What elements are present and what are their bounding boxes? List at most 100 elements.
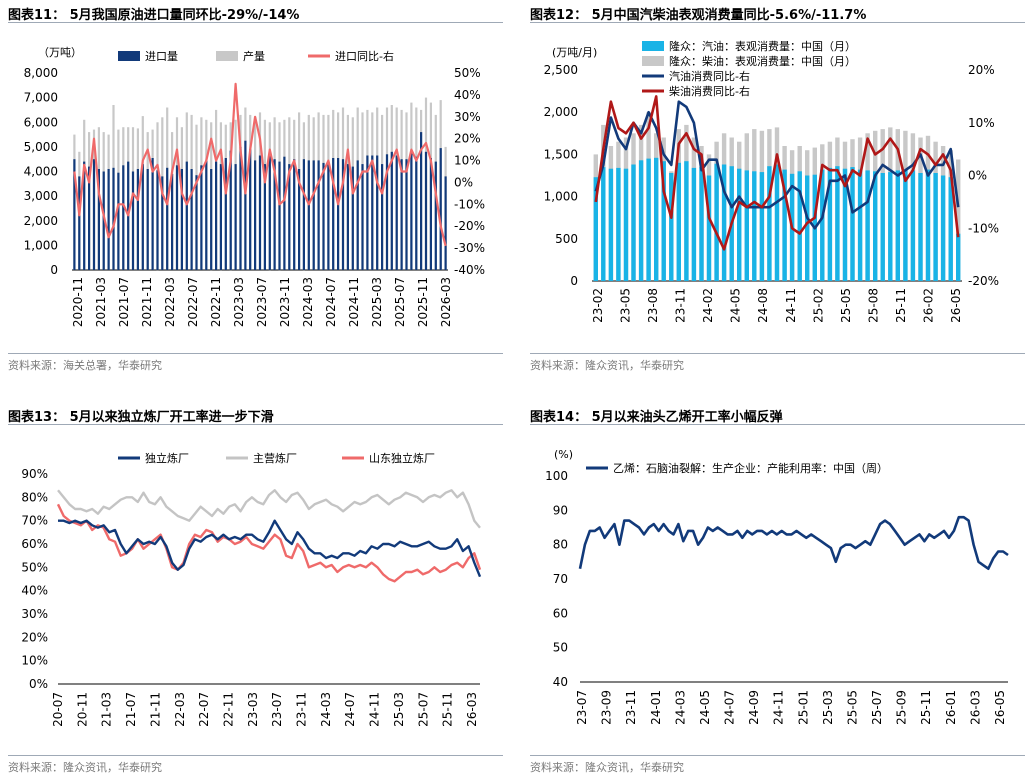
panel-title: 图表14： 5月以来油头乙烯开工率小幅反弹 (530, 410, 783, 425)
x-tick-label: 24-07 (723, 690, 737, 725)
y-left-tick-label: 1,000 (24, 238, 58, 252)
y-unit-label: （万吨） (38, 46, 82, 59)
bar-gasoline-consumption (593, 177, 598, 281)
bar-gasoline-consumption (752, 171, 757, 281)
y-tick-label: 60% (21, 537, 48, 551)
y-tick-label: 90% (21, 467, 48, 481)
x-tick-label: 23-11 (674, 288, 688, 323)
bar-gasoline-consumption (631, 164, 636, 281)
y-tick-label: 20% (21, 630, 48, 644)
legend-ethylene-rate-label: 乙烯：石脑油裂解：生产企业：产能利用率：中国（周） (613, 461, 888, 475)
y-tick-label: 10% (21, 654, 48, 668)
x-tick-label: 20-11 (75, 692, 89, 727)
bar-imports (288, 164, 291, 270)
bar-gasoline-consumption (835, 166, 840, 281)
bar-imports (376, 155, 379, 270)
x-tick-label: 23-03 (246, 692, 260, 727)
line-ethylene-rate (578, 515, 1009, 570)
bar-gasoline-consumption (691, 167, 697, 281)
x-tick-label: 23-11 (624, 690, 638, 725)
x-tick-label: 2022-07 (186, 277, 200, 327)
x-tick-label: 25-07 (870, 690, 884, 725)
y-right-tick-label: 20% (454, 132, 481, 146)
legend-gasoline-swatch (642, 41, 664, 51)
x-tick-label: 25-02 (811, 288, 825, 323)
y-tick-label: 70% (21, 514, 48, 528)
y-left-tick-label: 0 (50, 263, 58, 277)
bar-imports (278, 161, 281, 270)
x-tick-label: 26-01 (944, 690, 958, 725)
bar-gasoline-consumption (721, 164, 727, 281)
bar-imports (434, 161, 437, 270)
x-tick-label: 23-05 (619, 288, 633, 323)
bar-gasoline-consumption (782, 169, 787, 281)
x-tick-label: 24-08 (756, 288, 770, 323)
bar-gasoline-consumption (759, 172, 765, 281)
bar-imports (371, 155, 374, 270)
bar-imports (205, 160, 208, 270)
bar-imports (263, 164, 266, 270)
y-right-tick-label: 10% (454, 154, 481, 168)
x-tick-label: 26-03 (968, 690, 982, 725)
x-tick-label: 21-03 (100, 692, 114, 727)
bar-imports (439, 148, 442, 270)
x-tick-label: 24-02 (701, 288, 715, 323)
legend-imports-swatch (118, 51, 140, 61)
bar-gasoline-consumption (638, 160, 644, 281)
panel-crude-imports: 图表11： 5月我国原油进口量同环比-29%/-14% （万吨） 0 1,000 2… (8, 0, 508, 380)
bar-imports (83, 161, 86, 270)
x-tick-label: 2021-03 (94, 277, 108, 327)
bar-imports (141, 164, 144, 270)
bar-gasoline-consumption (706, 175, 712, 281)
bar-imports (317, 160, 320, 270)
bar-imports (400, 159, 403, 270)
bar-imports (366, 155, 369, 270)
chart-crude-imports: （万吨） 0 1,000 2,000 3,000 4,000 5,000 6,000 7,00… (24, 46, 485, 327)
line-gasoline-yoy (594, 100, 960, 230)
legend-gasoline-yoy-label: 汽油消费同比-右 (669, 69, 750, 83)
x-tick-label: 26-03 (465, 692, 479, 727)
bar-imports (234, 164, 237, 270)
x-tick-label: 2022-11 (209, 277, 223, 327)
bar-imports (219, 164, 222, 270)
legend-shandong-label: 山东独立炼厂 (369, 451, 435, 465)
bar-imports (151, 158, 154, 270)
bar-imports (429, 158, 432, 270)
x-tick-label: 24-11 (368, 692, 382, 727)
y-left-tick-label: 500 (555, 232, 578, 246)
y-left-tick-label: 8,000 (24, 66, 58, 80)
bar-imports (88, 166, 91, 270)
panel-refinery-rates: 图表13： 5月以来独立炼厂开工率进一步下滑 0% 10% 20% 30% 40% 50%… (8, 402, 508, 782)
legend-production-label: 产量 (243, 49, 265, 63)
x-tick-label: 24-03 (673, 690, 687, 725)
y-right-tick-label: 0% (454, 175, 473, 189)
bar-imports (102, 171, 105, 270)
bar-gasoline-consumption (608, 168, 614, 281)
x-tick-label: 26-05 (949, 288, 963, 323)
chart-ethylene-rate: (%) 40 50 60 70 80 90 100 23-07 23-09 23-11 24-01 2… (545, 448, 1009, 725)
x-tick-label: 23-07 (575, 690, 589, 725)
x-tick-label: 2020-11 (71, 277, 85, 327)
x-tick-label: 2024-03 (301, 277, 315, 327)
bar-gasoline-consumption (933, 173, 938, 281)
y-tick-label: 80 (553, 538, 568, 552)
x-tick-label: 2024-11 (347, 277, 361, 327)
legend-imports-label: 进口量 (145, 50, 178, 63)
y-left-tick-label: 0 (570, 274, 578, 288)
bar-imports (424, 151, 428, 270)
bar-gasoline-consumption (654, 157, 659, 281)
x-tick-label: 25-03 (821, 690, 835, 725)
x-tick-label: 26-02 (921, 288, 935, 323)
bar-imports (92, 159, 96, 270)
x-tick-label: 25-07 (416, 692, 430, 727)
y-right-tick-label: -20% (968, 274, 999, 288)
bar-imports (361, 164, 364, 270)
x-tick-label: 2025-11 (416, 277, 430, 327)
y-left-tick-label: 3,000 (24, 189, 58, 203)
x-tick-label: 2022-03 (163, 277, 177, 327)
bar-gasoline-consumption (888, 172, 893, 281)
line-diesel-yoy (594, 95, 960, 251)
y-right-tick-label: -10% (968, 221, 999, 235)
source-note: 资料来源：隆众资讯，华泰研究 (530, 761, 684, 774)
source-note: 资料来源：隆众资讯，华泰研究 (530, 359, 684, 372)
